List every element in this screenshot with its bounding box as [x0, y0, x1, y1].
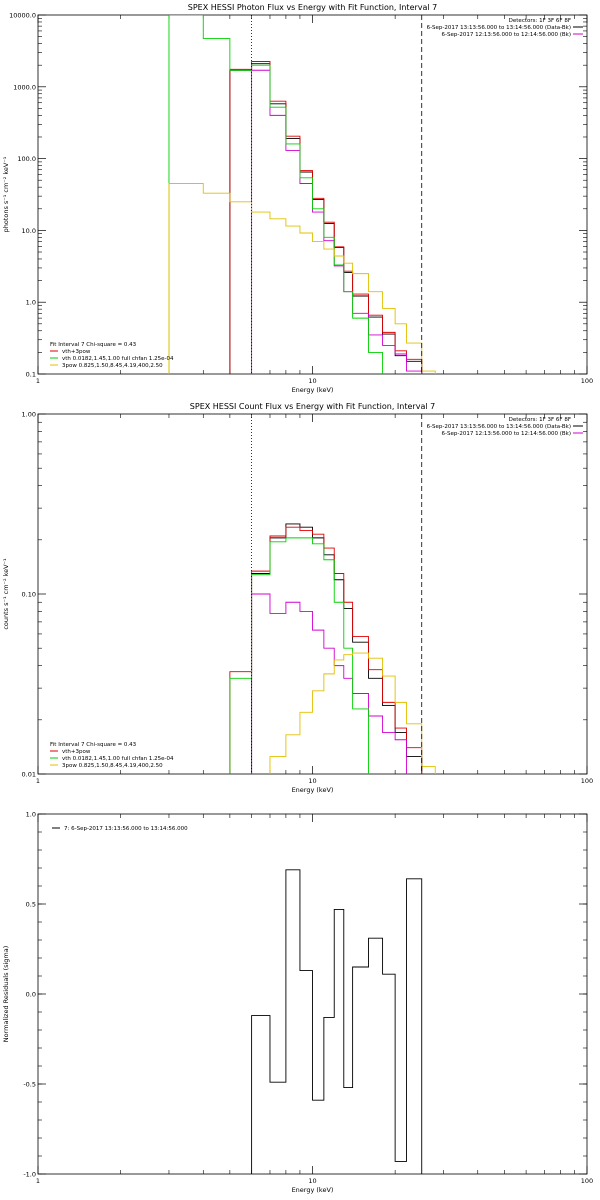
- x-axis-label: Energy (keV): [292, 786, 334, 794]
- y-tick-label: 0.0: [26, 991, 36, 999]
- x-tick-label: 10: [308, 777, 316, 785]
- header-line: 6-Sep-2017 12:13:56.000 to 12:14:56.000 …: [442, 32, 572, 38]
- y-tick-label: 0.1: [26, 371, 36, 379]
- y-tick-label: 10.0: [22, 227, 36, 235]
- legend-entry: vth 0.0182,1.45,1.00 full chfan 1.25e-04: [62, 356, 174, 362]
- y-tick-label: 0.5: [26, 901, 36, 909]
- y-tick-label: 100.0: [17, 155, 36, 163]
- header-line: 6-Sep-2017 13:13:56.000 to 13:14:56.000 …: [427, 25, 571, 31]
- series-group: [229, 523, 436, 774]
- legend-entry: vth 0.0182,1.45,1.00 full chfan 1.25e-04: [62, 756, 174, 762]
- series-residuals-line: [251, 869, 423, 1174]
- y-tick-label: 0.01: [22, 771, 36, 779]
- series-background-line: [251, 593, 407, 774]
- y-tick-label: 0.10: [22, 591, 36, 599]
- x-tick-label: 10: [308, 377, 316, 385]
- series-3pow-line: [269, 652, 436, 774]
- legend-title: Fit Interval 7 Chi-square = 0.43: [50, 742, 137, 748]
- chart-panel-1: SPEX HESSI Photon Flux vs Energy with Fi…: [2, 3, 593, 394]
- x-tick-label: 1: [36, 777, 40, 785]
- header-line: Detectors: 1F 3F 6F 8F: [509, 18, 571, 24]
- plot-frame: [37, 413, 588, 775]
- x-tick-label: 100: [581, 377, 593, 385]
- legend-title: Fit Interval 7 Chi-square = 0.43: [50, 342, 137, 348]
- series-background-line: [251, 69, 423, 374]
- series-3pow-line: [168, 183, 436, 374]
- legend-entry: vth+3pow: [62, 349, 91, 355]
- y-tick-label: 1000.0: [13, 83, 36, 91]
- x-axis-label: Energy (keV): [292, 386, 334, 394]
- x-tick-label: 1: [36, 1177, 40, 1185]
- series-group: [168, 15, 436, 374]
- legend-entry: 3pow 0.825,1.50,8.45,4.19,400,2.50: [62, 763, 163, 769]
- series-group: [251, 869, 423, 1174]
- x-tick-label: 10: [308, 1177, 316, 1185]
- legend-entry: 7: 6-Sep-2017 13:13:56.000 to 13:14:56.0…: [64, 826, 188, 832]
- header-line: 6-Sep-2017 13:13:56.000 to 13:14:56.000 …: [427, 424, 571, 430]
- series-vth-line: [229, 537, 369, 774]
- chart-panel-3: 1 10 100 Energy (keV) -1.0 -0.5 0.0 0.5 1.0 Norma…: [2, 811, 593, 1195]
- y-axis-label: counts s⁻¹ cm⁻² keV⁻¹: [2, 558, 10, 630]
- header-line: 6-Sep-2017 12:13:56.000 to 12:14:56.000 …: [442, 431, 572, 437]
- legend-entry: vth+3pow: [62, 749, 91, 755]
- legend-entry: 3pow 0.825,1.50,8.45,4.19,400,2.50: [62, 363, 163, 369]
- x-tick-label: 100: [581, 777, 593, 785]
- y-tick-label: 10000.0: [9, 12, 36, 20]
- y-axis-label: photons s⁻¹ cm⁻² keV⁻¹: [2, 156, 10, 232]
- y-tick-label: -0.5: [23, 1081, 36, 1089]
- x-tick-label: 1: [36, 377, 40, 385]
- header-line: Detectors: 1F 3F 6F 8F: [509, 417, 571, 423]
- y-tick-label: 1.0: [26, 299, 36, 307]
- x-axis-label: Energy (keV): [292, 1186, 334, 1194]
- series-vth_3pow-line: [229, 61, 423, 374]
- y-tick-label: 1.0: [26, 811, 36, 819]
- x-tick-label: 100: [581, 1177, 593, 1185]
- chart-panel-2: SPEX HESSI Count Flux vs Energy with Fit…: [2, 402, 593, 794]
- series-vth_3pow-line: [229, 526, 423, 774]
- series-data-line: [251, 523, 423, 774]
- series-data-line: [229, 63, 423, 374]
- chart-title: SPEX HESSI Count Flux vs Energy with Fit…: [190, 402, 435, 411]
- series-vth-line: [168, 15, 384, 374]
- y-tick-label: -1.0: [23, 1171, 36, 1179]
- chart-title: SPEX HESSI Photon Flux vs Energy with Fi…: [188, 3, 438, 12]
- y-tick-label: 1.00: [22, 411, 36, 419]
- y-axis-label: Normalized Residuals (sigma): [2, 946, 10, 1043]
